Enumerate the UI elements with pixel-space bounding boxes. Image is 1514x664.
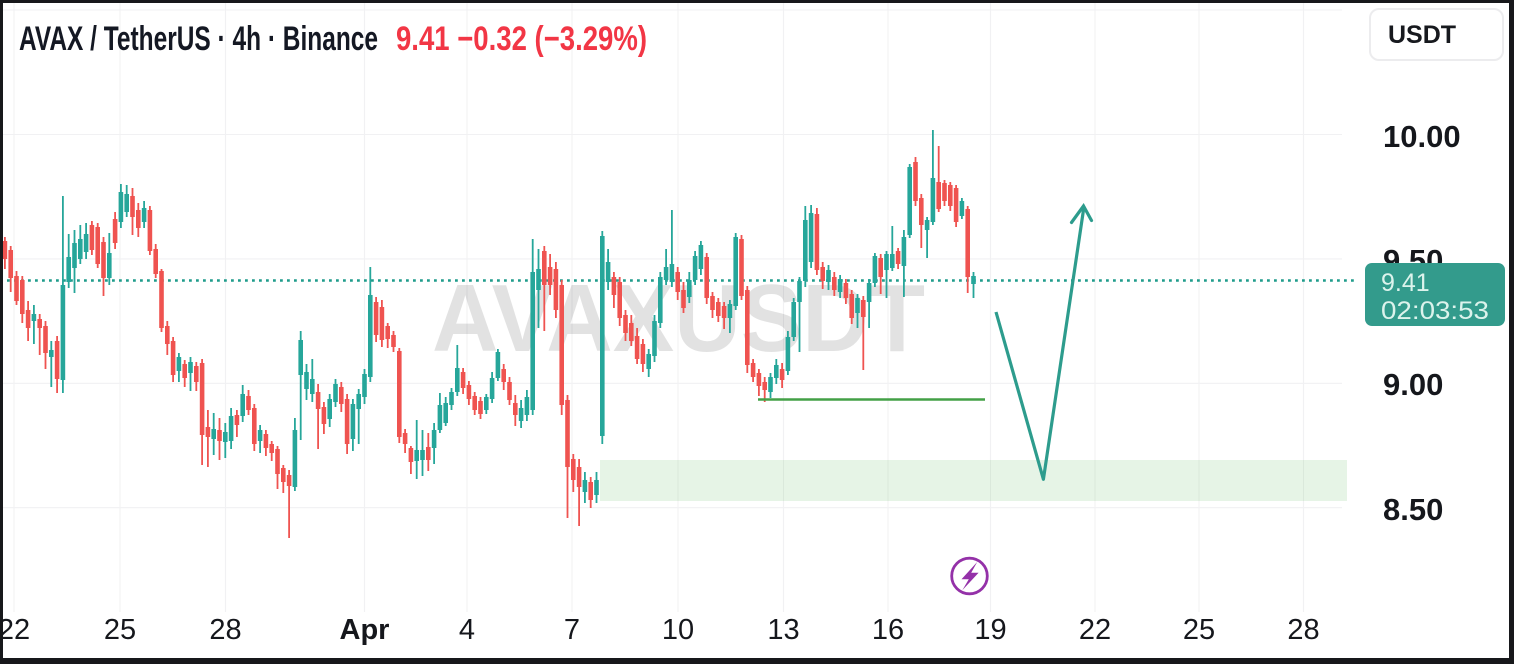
svg-text:25: 25 xyxy=(104,614,136,646)
svg-text:Apr: Apr xyxy=(340,614,390,646)
svg-text:19: 19 xyxy=(974,614,1006,646)
svg-text:8.50: 8.50 xyxy=(1383,492,1443,527)
svg-text:22: 22 xyxy=(3,614,30,646)
svg-text:10: 10 xyxy=(662,614,694,646)
svg-text:22: 22 xyxy=(1079,614,1111,646)
svg-text:13: 13 xyxy=(767,614,799,646)
svg-text:9.00: 9.00 xyxy=(1383,367,1443,402)
svg-text:AVAX / TetherUS · 4h · Binance: AVAX / TetherUS · 4h · Binance xyxy=(19,20,378,58)
svg-text:9.41 −0.32 (−3.29%): 9.41 −0.32 (−3.29%) xyxy=(396,20,647,58)
svg-text:28: 28 xyxy=(1287,614,1319,646)
svg-text:16: 16 xyxy=(872,614,904,646)
svg-text:10.00: 10.00 xyxy=(1383,119,1461,154)
svg-text:7: 7 xyxy=(564,614,580,646)
svg-text:9.41: 9.41 xyxy=(1381,269,1430,297)
svg-text:25: 25 xyxy=(1183,614,1215,646)
svg-text:USDT: USDT xyxy=(1388,21,1456,49)
svg-text:28: 28 xyxy=(209,614,241,646)
svg-text:4: 4 xyxy=(459,614,475,646)
svg-text:02:03:53: 02:03:53 xyxy=(1381,297,1489,325)
